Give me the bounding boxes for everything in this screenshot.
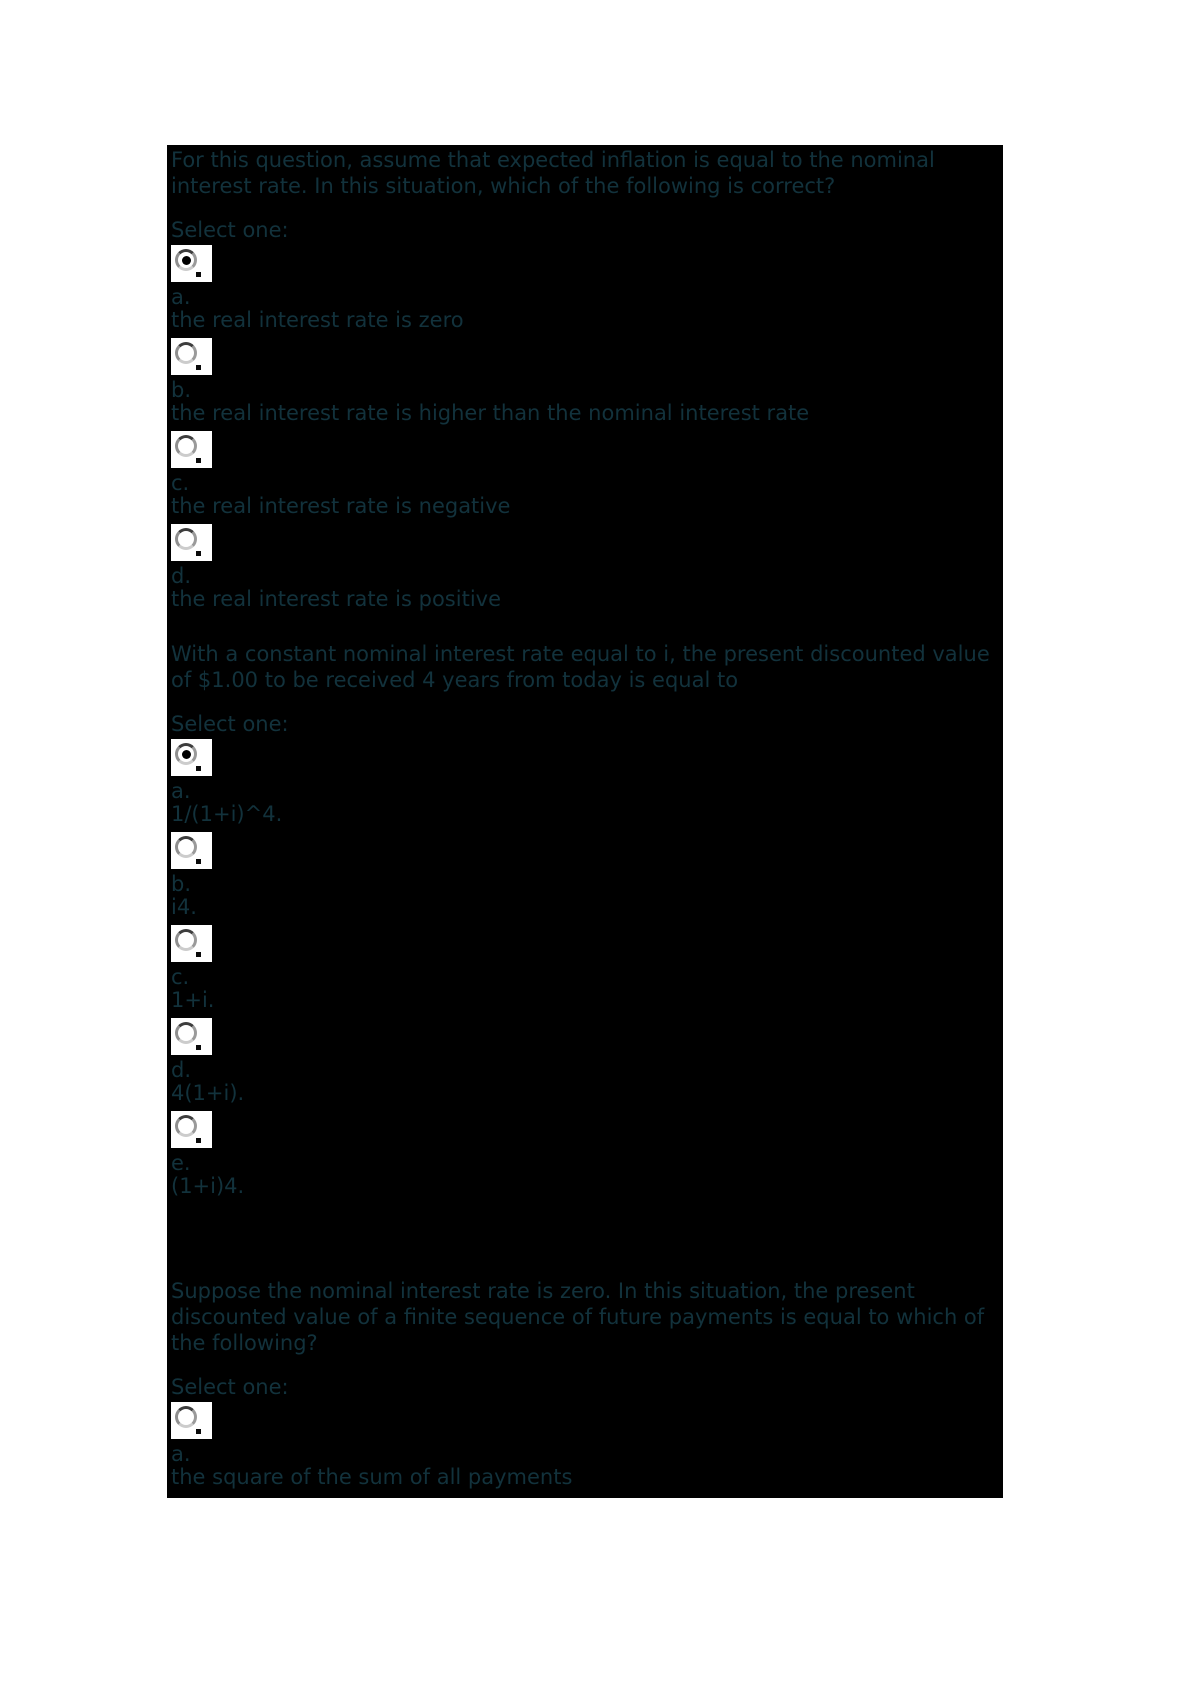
option-text[interactable]: 1+i. (171, 988, 215, 1012)
radio-circle-icon (175, 342, 197, 364)
radio-circle-icon (175, 435, 197, 457)
option-text[interactable]: 1/(1+i)^4. (171, 802, 283, 826)
radio-button[interactable] (171, 245, 212, 282)
radio-speck-icon (196, 952, 201, 957)
select-one-label: Select one: (171, 1375, 289, 1399)
radio-selected-dot-icon (182, 256, 191, 265)
option-letter: c. (171, 965, 190, 989)
radio-button[interactable] (171, 925, 212, 962)
question-block: Suppose the nominal interest rate is zer… (171, 1278, 1001, 1489)
radio-speck-icon (196, 1138, 201, 1143)
answer-option: c. the real interest rate is negative (171, 431, 1001, 518)
radio-circle-icon (175, 836, 197, 858)
option-letter: e. (171, 1151, 191, 1175)
option-letter: a. (171, 285, 191, 309)
question-text: With a constant nominal interest rate eq… (171, 642, 990, 692)
radio-button[interactable] (171, 1018, 212, 1055)
option-text[interactable]: the real interest rate is higher than th… (171, 401, 810, 425)
select-one-label: Select one: (171, 218, 289, 242)
radio-button[interactable] (171, 739, 212, 776)
option-letter: b. (171, 378, 192, 402)
answer-option: d. 4(1+i). (171, 1018, 1001, 1105)
radio-selected-dot-icon (182, 750, 191, 759)
answer-option: e. (1+i)4. (171, 1111, 1001, 1198)
question-block: For this question, assume that expected … (171, 147, 1001, 611)
option-text[interactable]: i4. (171, 895, 197, 919)
radio-button[interactable] (171, 1402, 212, 1439)
option-text[interactable]: (1+i)4. (171, 1174, 245, 1198)
radio-button[interactable] (171, 524, 212, 561)
answer-option: a. the real interest rate is zero (171, 245, 1001, 332)
radio-button[interactable] (171, 338, 212, 375)
radio-speck-icon (196, 272, 201, 277)
radio-circle-icon (175, 249, 197, 271)
question-text: For this question, assume that expected … (171, 148, 935, 198)
option-text[interactable]: the real interest rate is zero (171, 308, 464, 332)
option-letter: b. (171, 872, 192, 896)
option-letter: a. (171, 779, 191, 803)
answer-option: a. the square of the sum of all payments (171, 1402, 1001, 1489)
answer-option: b. i4. (171, 832, 1001, 919)
radio-circle-icon (175, 1406, 197, 1428)
radio-circle-icon (175, 1022, 197, 1044)
radio-speck-icon (196, 859, 201, 864)
radio-button[interactable] (171, 832, 212, 869)
option-letter: d. (171, 564, 192, 588)
option-text[interactable]: the real interest rate is negative (171, 494, 511, 518)
option-text[interactable]: the real interest rate is positive (171, 587, 502, 611)
radio-circle-icon (175, 528, 197, 550)
radio-circle-icon (175, 929, 197, 951)
option-letter: a. (171, 1442, 191, 1466)
radio-circle-icon (175, 743, 197, 765)
option-text[interactable]: 4(1+i). (171, 1081, 245, 1105)
options-list: a. the real interest rate is zero b. the… (171, 245, 1001, 611)
option-text[interactable]: the square of the sum of all payments (171, 1465, 573, 1489)
question-block: With a constant nominal interest rate eq… (171, 641, 1001, 1198)
select-one-label: Select one: (171, 712, 289, 736)
answer-option: b. the real interest rate is higher than… (171, 338, 1001, 425)
radio-speck-icon (196, 458, 201, 463)
radio-speck-icon (196, 551, 201, 556)
option-letter: d. (171, 1058, 192, 1082)
radio-speck-icon (196, 365, 201, 370)
options-list: a. the square of the sum of all payments (171, 1402, 1001, 1489)
option-letter: c. (171, 471, 190, 495)
question-text: Suppose the nominal interest rate is zer… (171, 1279, 985, 1355)
quiz-panel: For this question, assume that expected … (167, 145, 1003, 1498)
answer-option: c. 1+i. (171, 925, 1001, 1012)
answer-option: a. 1/(1+i)^4. (171, 739, 1001, 826)
radio-speck-icon (196, 1429, 201, 1434)
options-list: a. 1/(1+i)^4. b. i4. c. 1+i. d. 4(1+i). (171, 739, 1001, 1198)
radio-circle-icon (175, 1115, 197, 1137)
answer-option: d. the real interest rate is positive (171, 524, 1001, 611)
radio-button[interactable] (171, 1111, 212, 1148)
radio-speck-icon (196, 766, 201, 771)
radio-button[interactable] (171, 431, 212, 468)
radio-speck-icon (196, 1045, 201, 1050)
